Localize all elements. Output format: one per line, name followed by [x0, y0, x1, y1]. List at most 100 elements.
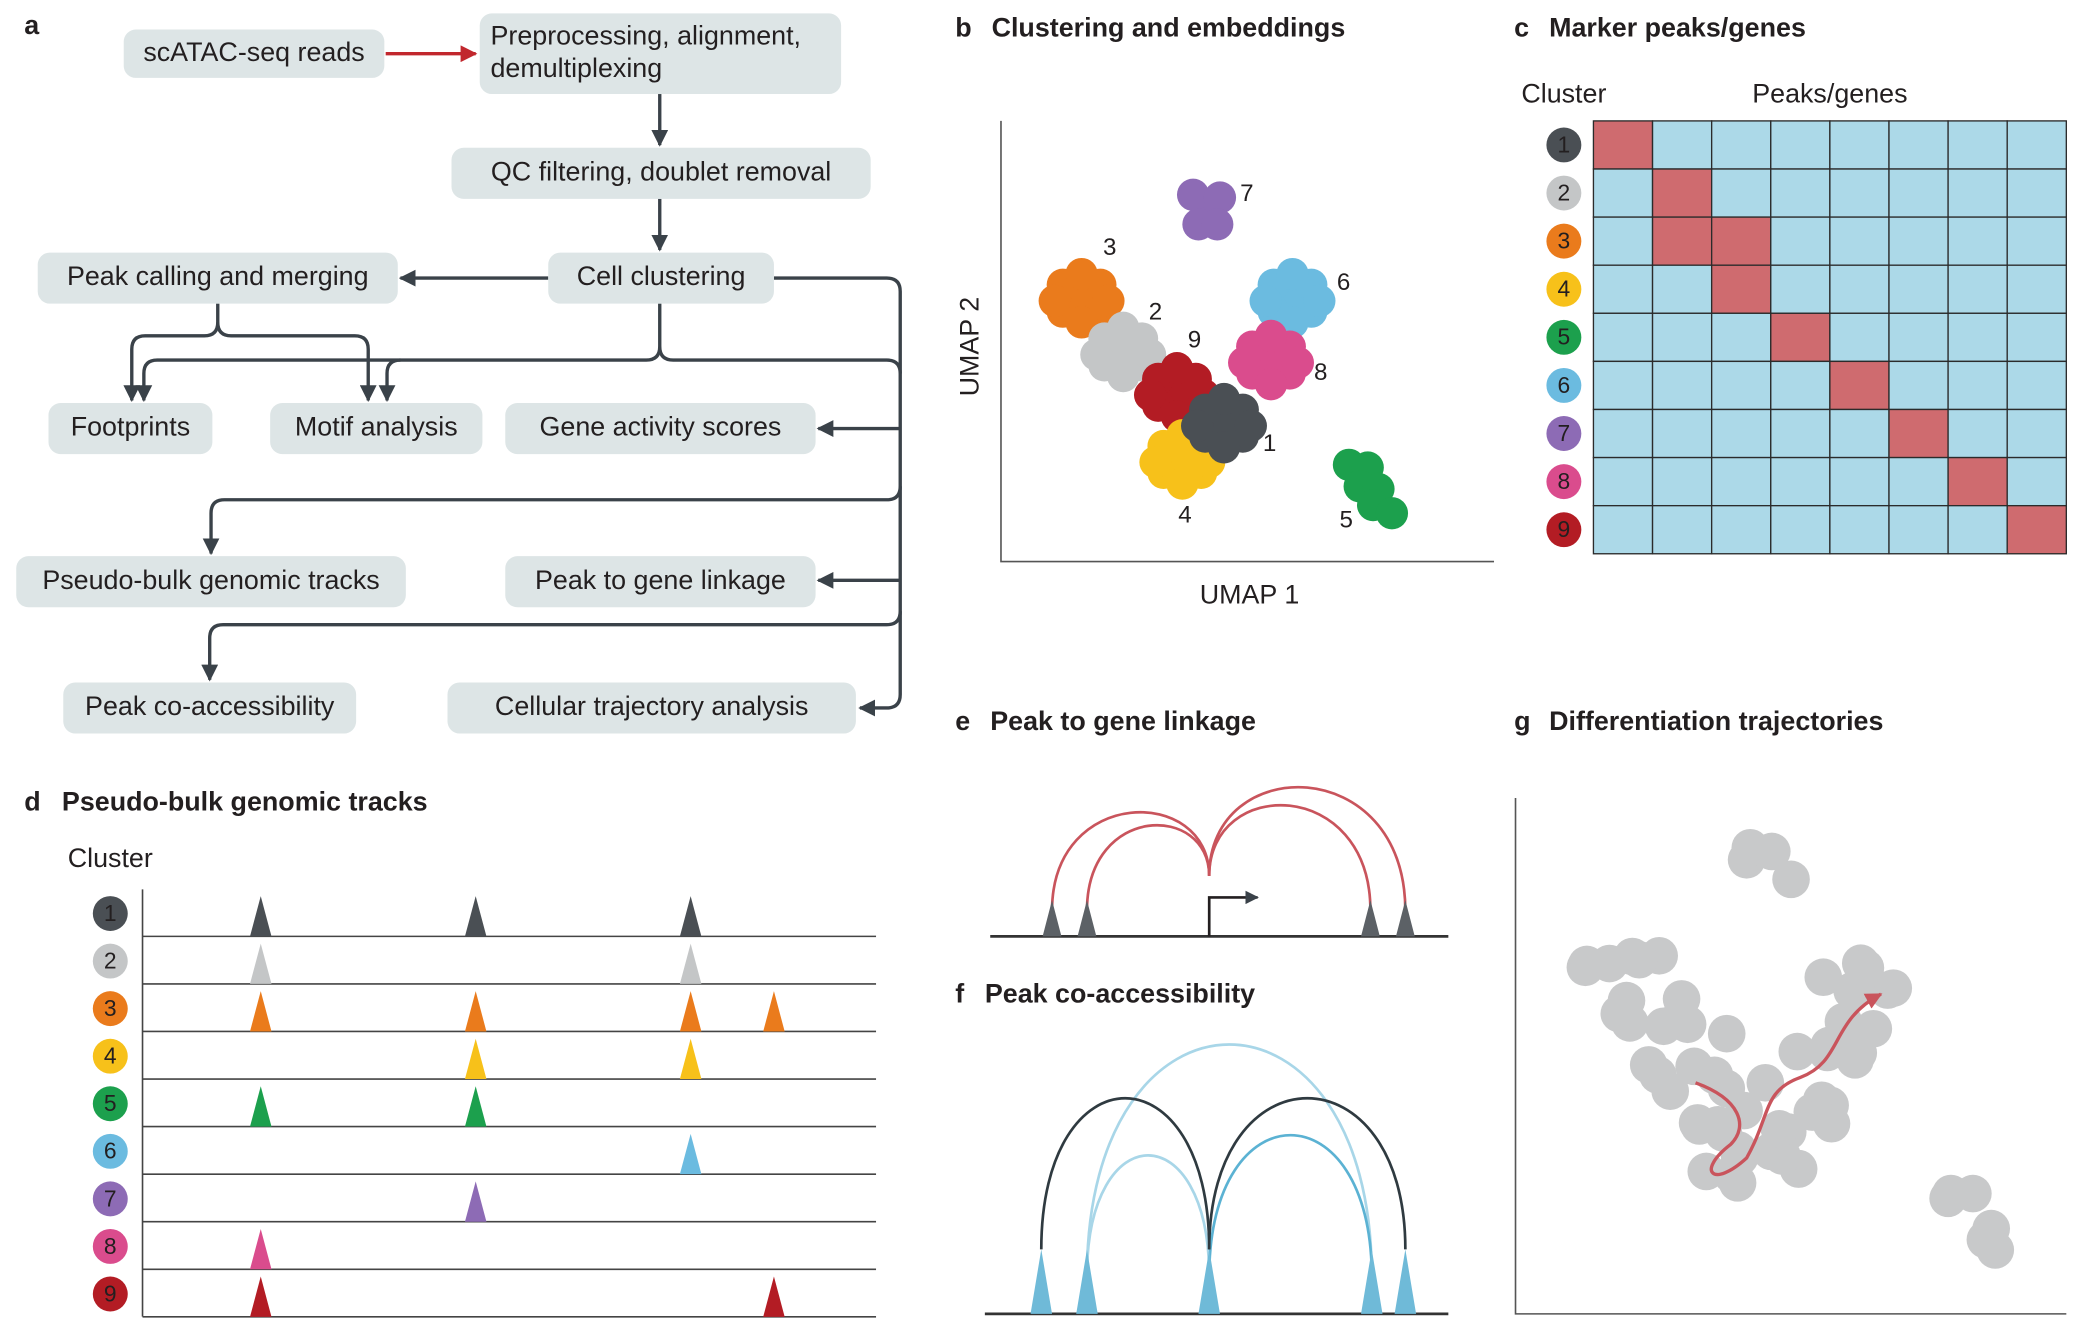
cluster-badge	[1546, 271, 1582, 307]
heatmap-cell	[1710, 312, 1772, 363]
track-peak	[464, 991, 487, 1032]
track-peak	[679, 991, 702, 1032]
track-peak	[464, 1086, 487, 1127]
heatmap-cell	[1592, 216, 1654, 266]
heatmap-cell	[1770, 504, 1831, 555]
cell	[1375, 497, 1409, 530]
heatmap-cell	[1710, 168, 1772, 218]
panel-letter: f	[955, 979, 964, 1009]
trajectory-axes	[1514, 798, 2067, 1315]
cluster-badge	[1546, 512, 1582, 548]
cell	[1207, 382, 1241, 416]
track-peak	[250, 896, 272, 937]
cluster-label: 8	[1314, 359, 1327, 386]
flow-node	[16, 556, 406, 608]
heatmap-cell	[1770, 456, 1831, 507]
panel-letter: a	[24, 10, 40, 40]
cell	[1731, 828, 1770, 867]
cluster-badge	[1546, 416, 1582, 451]
cell	[1201, 208, 1234, 241]
flow-node-label: Preprocessing, alignment,	[490, 21, 801, 51]
flow-node-label: QC filtering, doublet removal	[491, 156, 831, 186]
heatmap-cell	[1888, 456, 1949, 507]
cluster-label: 9	[104, 1280, 117, 1306]
cluster-badge	[1546, 175, 1582, 211]
flow-node	[123, 29, 385, 78]
heatmap-cell	[1888, 216, 1949, 266]
cluster-label: 6	[104, 1138, 117, 1164]
heatmap-cell	[1651, 312, 1713, 363]
umap-axes	[1000, 120, 1495, 563]
cluster-badge	[1546, 319, 1582, 355]
heatmap-cell	[1592, 456, 1654, 507]
track-peak	[679, 943, 702, 984]
cluster-badge	[92, 1228, 128, 1264]
heatmap-cell	[2006, 312, 2067, 363]
cell	[1234, 409, 1267, 442]
cell	[1254, 368, 1288, 401]
cell	[1600, 994, 1639, 1033]
flow-node	[505, 556, 816, 608]
cluster-badge	[92, 943, 128, 979]
heatmap-cell	[1710, 408, 1772, 459]
cluster-badge	[92, 991, 128, 1027]
heatmap-cell	[1829, 216, 1890, 266]
heatmap-cell	[1592, 360, 1654, 411]
flow-node-label: Footprints	[71, 412, 190, 442]
heatmap-cell	[1947, 456, 2008, 507]
panel-letter: c	[1514, 13, 1529, 43]
panel-title: Clustering and embeddings	[992, 13, 1346, 43]
flow-node	[48, 403, 213, 455]
cluster-label: 5	[104, 1090, 117, 1116]
flow-node	[63, 682, 357, 734]
heatmap-cell	[1710, 360, 1772, 411]
flow-node-label: Motif analysis	[295, 412, 458, 442]
cell	[1772, 860, 1810, 899]
cluster-label: 3	[104, 995, 117, 1021]
heatmap-cell	[1651, 216, 1713, 266]
cell	[1080, 338, 1113, 371]
panel-title: Peak to gene linkage	[990, 706, 1256, 736]
heatmap-cell	[1651, 360, 1713, 411]
trajectory-arrow	[1694, 992, 1883, 1177]
panel-letter: g	[1514, 706, 1530, 736]
heatmap-cell	[1651, 120, 1713, 170]
heatmap-cell	[2006, 216, 2067, 266]
cell	[1203, 181, 1237, 214]
heatmap-cell	[1888, 504, 1949, 555]
cell	[1181, 409, 1214, 442]
heatmap-cell	[1888, 360, 1949, 411]
heatmap-cell	[1592, 504, 1654, 555]
track-peak	[250, 943, 272, 984]
heatmap-cell	[1770, 264, 1831, 314]
flow-arrows	[123, 45, 902, 717]
cluster-label: 6	[1337, 269, 1350, 296]
cell	[1804, 958, 1843, 997]
heatmap-cell	[1710, 216, 1772, 266]
cell	[1281, 346, 1314, 379]
heatmap-cell	[2006, 360, 2067, 411]
track-peak	[763, 1276, 785, 1317]
heatmap-cell	[1829, 456, 1890, 507]
row-header: Cluster	[1521, 78, 1606, 108]
heatmap-cell	[1888, 312, 1949, 363]
track-peak	[464, 1181, 487, 1222]
panel-letter: e	[955, 706, 970, 736]
panel-title: Marker peaks/genes	[1549, 13, 1806, 43]
flow-node	[270, 403, 483, 455]
heatmap-cell	[1829, 264, 1890, 314]
heatmap-cell	[1651, 264, 1713, 314]
cluster-badge	[92, 1276, 128, 1312]
heatmap-cell	[1829, 360, 1890, 411]
track-peak	[464, 896, 487, 937]
cluster-label: 7	[1558, 420, 1571, 446]
panel-title: Pseudo-bulk genomic tracks	[62, 786, 428, 816]
heatmap-cell	[1770, 216, 1831, 266]
x-axis-label: UMAP 1	[1200, 580, 1300, 610]
cluster-badge	[92, 1086, 128, 1122]
cell	[1932, 1174, 1970, 1213]
cell	[1038, 284, 1071, 318]
panel-letter: d	[24, 786, 40, 816]
cluster-label: 5	[1558, 324, 1571, 350]
heatmap-cell	[1592, 168, 1654, 218]
